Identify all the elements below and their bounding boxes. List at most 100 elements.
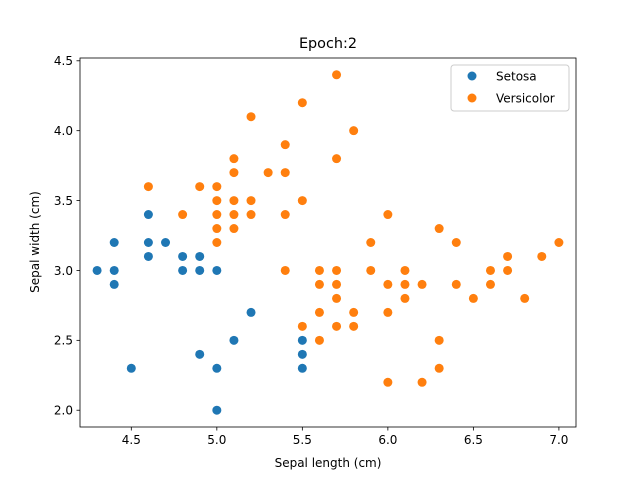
x-tick-label: 6.5 xyxy=(464,433,483,447)
data-point-versicolor-30 xyxy=(332,265,342,275)
data-point-versicolor-20 xyxy=(280,265,290,275)
x-tick-label: 5.0 xyxy=(207,433,226,447)
legend-label-setosa: Setosa xyxy=(496,69,537,83)
data-point-setosa-5 xyxy=(143,210,153,220)
data-point-setosa-3 xyxy=(109,279,119,289)
data-point-setosa-17 xyxy=(229,335,239,345)
plot-frame xyxy=(79,57,577,428)
x-tick-label: 6.0 xyxy=(378,433,397,447)
data-point-versicolor-16 xyxy=(263,168,273,178)
data-point-versicolor-58 xyxy=(520,293,530,303)
data-point-versicolor-32 xyxy=(332,293,342,303)
data-point-versicolor-21 xyxy=(297,98,307,108)
data-point-versicolor-26 xyxy=(314,307,324,317)
data-point-setosa-19 xyxy=(297,335,307,345)
legend: Setosa Versicolor xyxy=(450,64,570,112)
data-point-versicolor-38 xyxy=(366,265,376,275)
y-tick-label: 2.0 xyxy=(54,404,73,418)
data-point-setosa-0 xyxy=(92,265,102,275)
data-point-versicolor-31 xyxy=(332,279,342,289)
data-point-setosa-2 xyxy=(109,265,119,275)
chart-title: Epoch:2 xyxy=(299,36,357,52)
legend-marker-versicolor xyxy=(467,93,477,103)
data-point-versicolor-10 xyxy=(229,196,239,206)
data-point-setosa-20 xyxy=(297,349,307,359)
y-tick-label: 4.5 xyxy=(54,54,73,68)
data-point-versicolor-57 xyxy=(503,265,513,275)
data-point-versicolor-29 xyxy=(332,154,342,164)
data-point-setosa-1 xyxy=(109,238,119,247)
data-point-versicolor-47 xyxy=(417,377,427,387)
data-point-versicolor-0 xyxy=(143,182,153,192)
data-point-setosa-12 xyxy=(195,265,205,275)
data-point-versicolor-54 xyxy=(485,265,495,275)
legend-items: Setosa Versicolor xyxy=(467,69,555,105)
data-point-setosa-16 xyxy=(212,405,222,415)
data-point-versicolor-49 xyxy=(434,335,444,345)
data-point-versicolor-6 xyxy=(212,224,222,234)
data-point-versicolor-5 xyxy=(212,210,222,220)
data-point-versicolor-11 xyxy=(229,210,239,220)
data-point-versicolor-19 xyxy=(280,210,290,220)
data-point-versicolor-53 xyxy=(468,293,478,303)
data-point-versicolor-40 xyxy=(383,279,393,289)
data-point-versicolor-55 xyxy=(485,279,495,289)
data-point-versicolor-3 xyxy=(212,182,222,192)
data-point-versicolor-39 xyxy=(383,210,393,220)
data-point-versicolor-9 xyxy=(229,168,239,178)
data-point-setosa-21 xyxy=(297,363,307,373)
legend-marker-setosa xyxy=(467,71,477,81)
data-point-versicolor-46 xyxy=(417,279,427,289)
data-point-setosa-7 xyxy=(143,251,153,261)
data-point-versicolor-48 xyxy=(434,224,444,234)
y-tick-label: 3.0 xyxy=(54,264,73,278)
data-point-setosa-8 xyxy=(161,238,171,247)
data-point-setosa-6 xyxy=(143,238,153,247)
data-point-versicolor-2 xyxy=(195,182,205,192)
x-tick-label: 4.5 xyxy=(122,433,141,447)
data-point-versicolor-17 xyxy=(280,140,290,150)
data-point-setosa-18 xyxy=(246,307,256,317)
data-point-versicolor-27 xyxy=(314,335,324,345)
series-versicolor xyxy=(143,70,564,387)
data-point-versicolor-18 xyxy=(280,168,290,178)
data-point-versicolor-43 xyxy=(400,265,410,275)
data-point-versicolor-23 xyxy=(297,321,307,331)
data-point-versicolor-22 xyxy=(297,196,307,206)
data-point-versicolor-44 xyxy=(400,279,410,289)
data-point-setosa-15 xyxy=(212,363,222,373)
data-point-versicolor-8 xyxy=(229,154,239,164)
data-point-versicolor-36 xyxy=(349,321,359,331)
data-point-versicolor-28 xyxy=(332,70,342,80)
data-point-setosa-4 xyxy=(126,363,136,373)
series-setosa xyxy=(92,210,307,415)
data-point-versicolor-41 xyxy=(383,307,393,317)
data-point-versicolor-33 xyxy=(332,321,342,331)
data-point-versicolor-1 xyxy=(178,210,188,220)
x-tick-label: 5.5 xyxy=(293,433,312,447)
data-point-versicolor-60 xyxy=(554,238,564,247)
data-point-setosa-11 xyxy=(195,251,205,261)
data-point-versicolor-24 xyxy=(314,265,324,275)
data-point-versicolor-15 xyxy=(246,210,256,220)
data-point-setosa-9 xyxy=(178,251,188,261)
data-point-versicolor-52 xyxy=(451,279,461,289)
data-point-versicolor-7 xyxy=(212,238,222,247)
y-axis-ticks: 2.0 2.5 3.0 3.5 4.0 4.5 xyxy=(54,54,80,418)
points-layer xyxy=(92,70,564,415)
data-point-versicolor-50 xyxy=(434,363,444,373)
data-point-versicolor-35 xyxy=(349,307,359,317)
x-tick-label: 7.0 xyxy=(549,433,568,447)
data-point-versicolor-59 xyxy=(537,251,547,261)
x-axis-label: Sepal length (cm) xyxy=(275,456,382,470)
data-point-versicolor-37 xyxy=(366,238,376,247)
data-point-setosa-14 xyxy=(212,265,222,275)
data-point-versicolor-12 xyxy=(229,224,239,234)
legend-label-versicolor: Versicolor xyxy=(496,91,555,105)
data-point-versicolor-14 xyxy=(246,196,256,206)
data-point-versicolor-51 xyxy=(451,238,461,247)
y-tick-label: 2.5 xyxy=(54,334,73,348)
data-point-setosa-13 xyxy=(195,349,205,359)
